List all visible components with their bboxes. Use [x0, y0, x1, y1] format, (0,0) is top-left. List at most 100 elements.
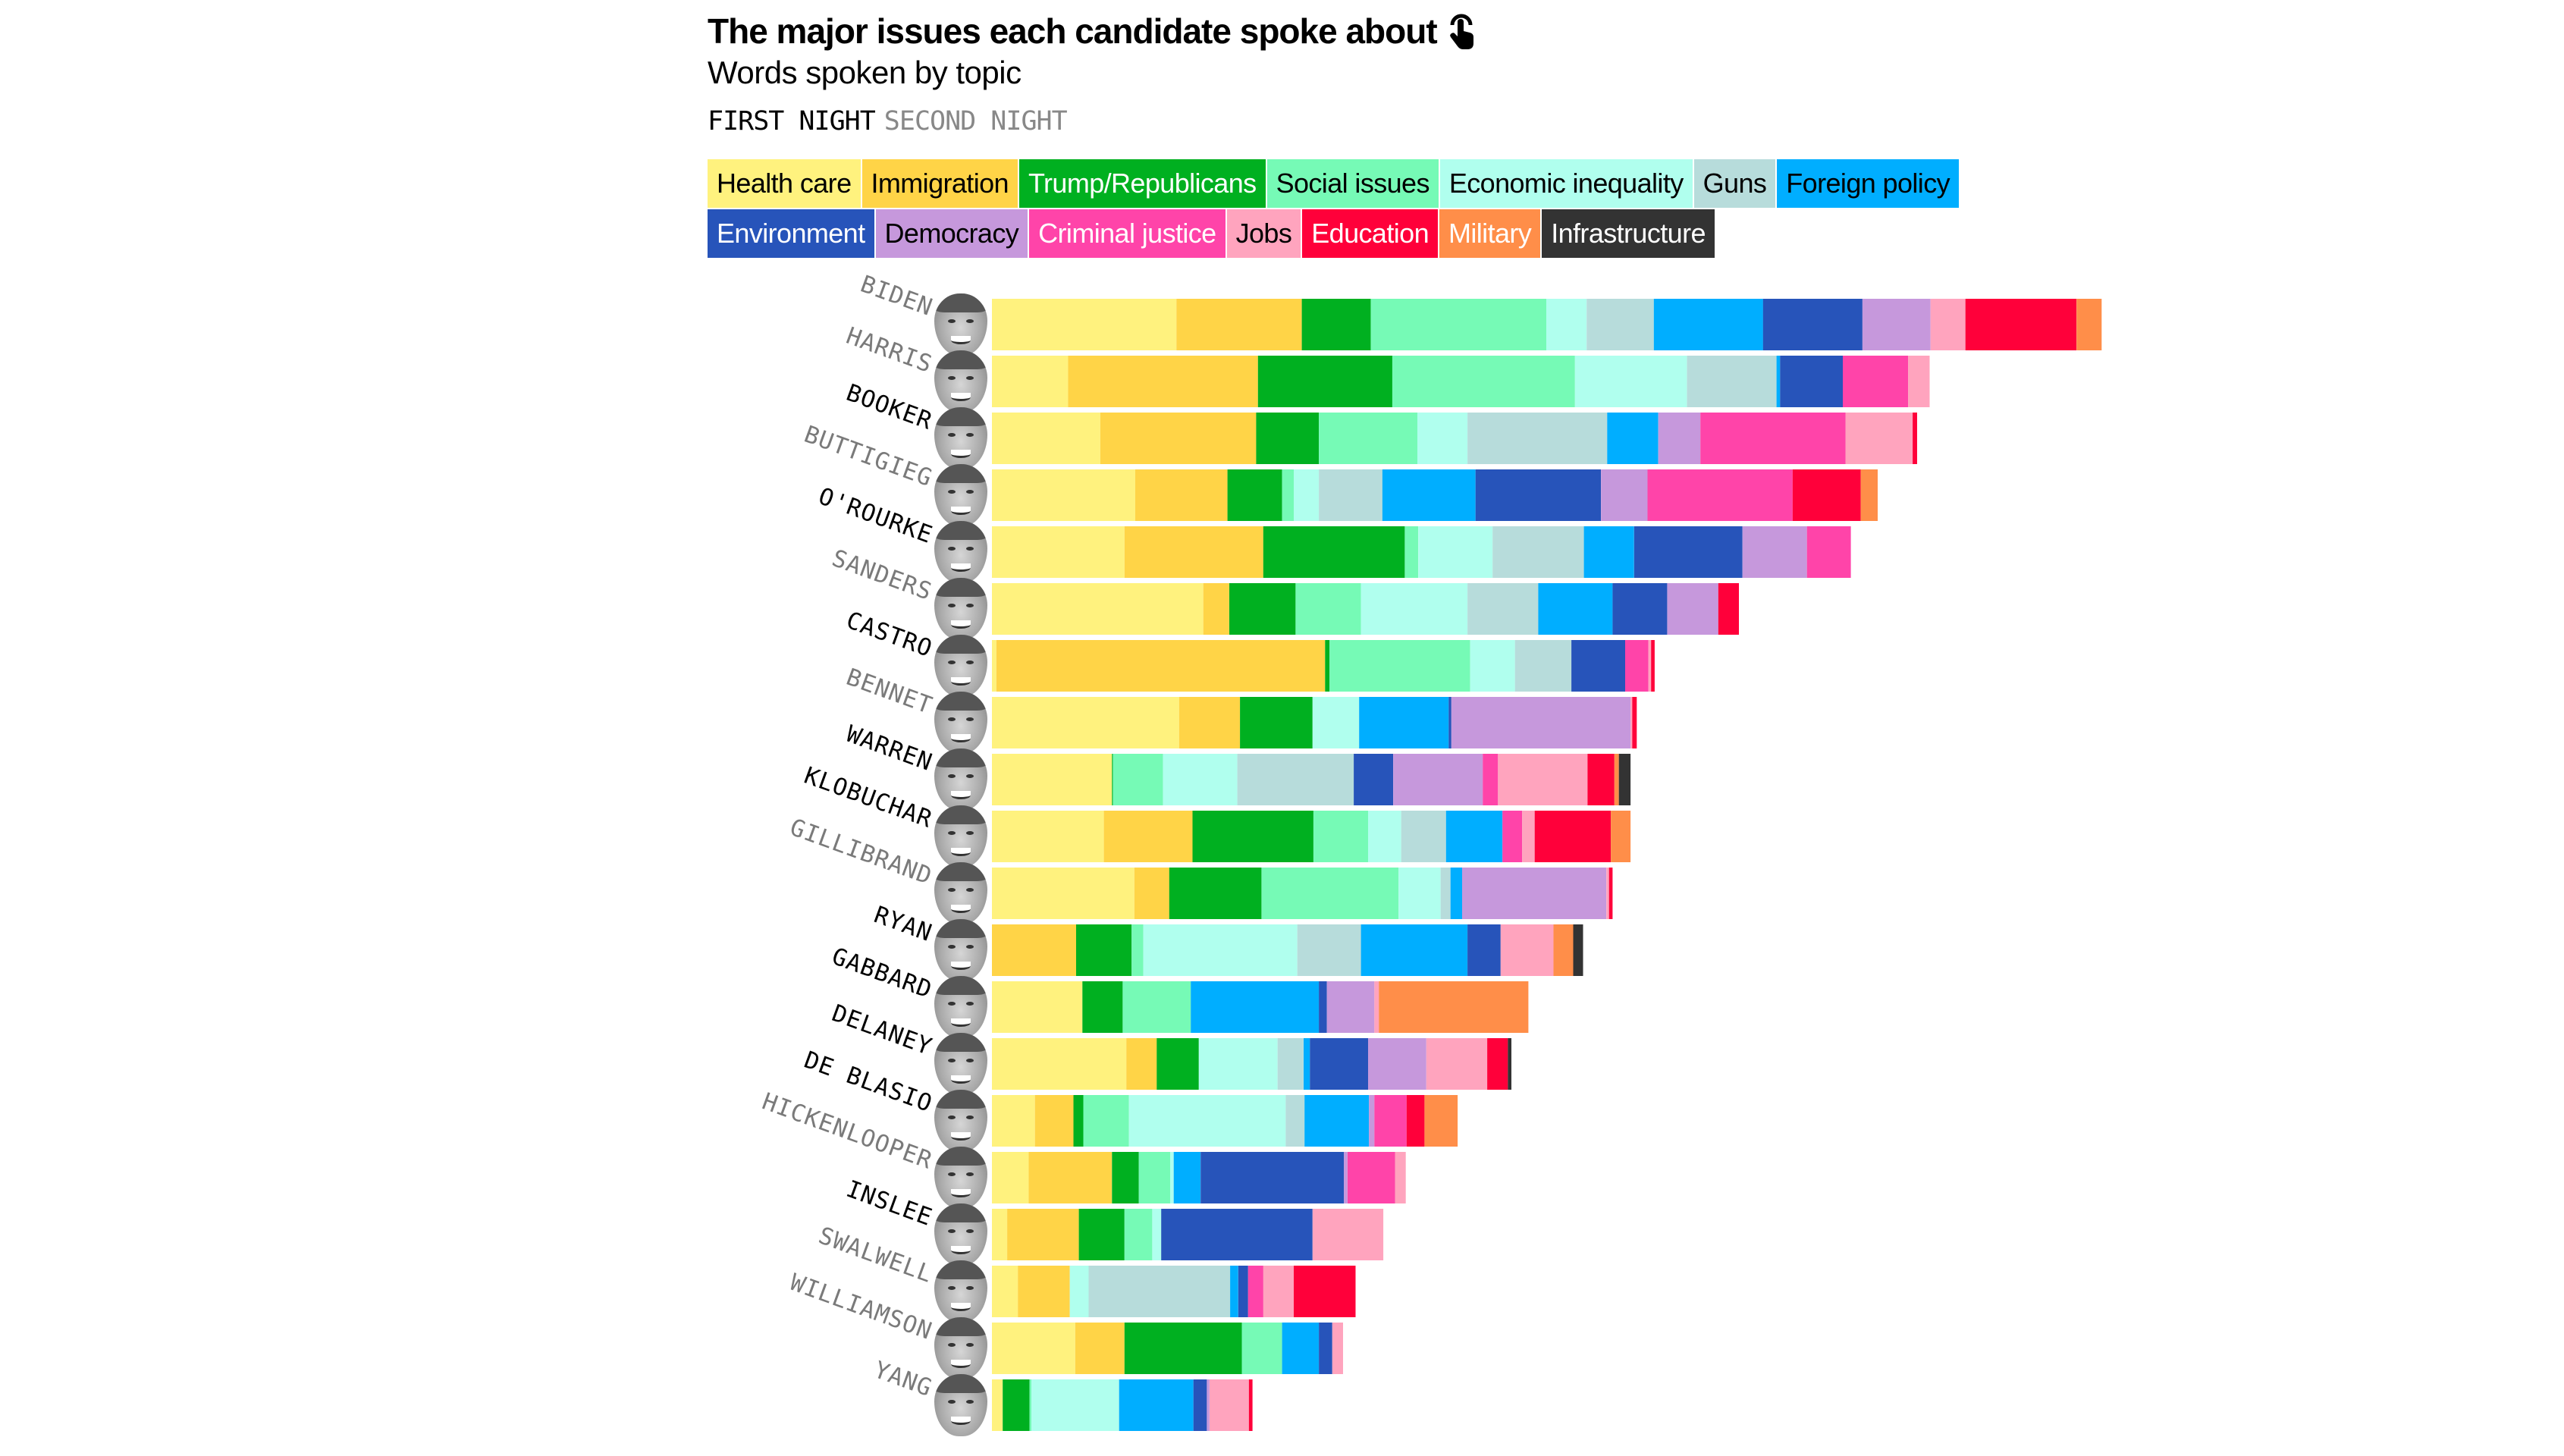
bar-segment-immigration[interactable]: INSLEE — Immigration: 80 [1007, 1209, 1079, 1260]
bar-segment-foreign-policy[interactable]: DELANEY — Foreign policy: 7 [1304, 1038, 1310, 1090]
bar-segment-guns[interactable]: DELANEY — Guns: 29 [1277, 1038, 1304, 1090]
bar-segment-foreign-policy[interactable]: HICKENLOOPER — Foreign policy: 30 [1173, 1152, 1201, 1203]
bar-segment-economic-inequality[interactable]: O'ROURKE — Economic inequality: 83 [1418, 526, 1493, 578]
bar-segment-guns[interactable]: GILLIBRAND — Guns: 11 [1440, 868, 1451, 919]
bar-segment-jobs[interactable]: WILLIAMSON — Jobs: 12 [1332, 1323, 1343, 1374]
bar-segment-trump-republicans[interactable]: BENNET — Trump/Republicans: 81 [1240, 697, 1313, 748]
bar-segment-military[interactable]: KLOBUCHAR — Military: 22 [1611, 811, 1631, 862]
bar-segment-economic-inequality[interactable]: HARRIS — Economic inequality: 125 [1574, 356, 1687, 407]
bar-segment-trump-republicans[interactable]: KLOBUCHAR — Trump/Republicans: 135 [1192, 811, 1313, 862]
legend-chip-health-care[interactable]: Health care [708, 159, 861, 208]
bar-segment-jobs[interactable]: BIDEN — Jobs: 39 [1930, 299, 1966, 350]
bar-segment-trump-republicans[interactable]: HARRIS — Trump/Republicans: 150 [1257, 356, 1392, 407]
bar-segment-criminal-justice[interactable]: HARRIS — Criminal justice: 73 [1843, 356, 1909, 407]
legend-chip-democracy[interactable]: Democracy [875, 209, 1028, 258]
bar-sanders[interactable]: SANDERS — Health care: 236SANDERS — Immi… [992, 583, 1739, 635]
bar-segment-guns[interactable]: SWALWELL — Guns: 158 [1088, 1266, 1231, 1317]
bar-segment-infrastructure[interactable]: WARREN — Infrastructure: 13 [1618, 754, 1631, 805]
bar-segment-democracy[interactable]: GILLIBRAND — Democracy: 161 [1462, 868, 1607, 919]
bar-segment-immigration[interactable]: BOOKER — Immigration: 174 [1100, 413, 1257, 464]
bar-segment-military[interactable]: BIDEN — Military: 28 [2076, 299, 2102, 350]
bar-segment-immigration[interactable]: HICKENLOOPER — Immigration: 93 [1028, 1152, 1113, 1203]
bar-segment-social-issues[interactable]: BUTTIGIEG — Social issues: 13 [1282, 469, 1294, 521]
bar-segment-social-issues[interactable]: DE BLASIO — Social issues: 51 [1083, 1095, 1129, 1147]
bar-bennet[interactable]: BENNET — Health care: 209BENNET — Immigr… [992, 697, 1637, 748]
bar-segment-economic-inequality[interactable]: WARREN — Economic inequality: 83 [1163, 754, 1238, 805]
bar-de-blasio[interactable]: DE BLASIO — Health care: 48DE BLASIO — I… [992, 1095, 1458, 1147]
bar-segment-immigration[interactable]: GILLIBRAND — Immigration: 39 [1134, 868, 1169, 919]
legend-chip-criminal-justice[interactable]: Criminal justice [1029, 209, 1226, 258]
bar-segment-health-care[interactable]: GABBARD — Health care: 101 [992, 981, 1083, 1033]
bar-segment-health-care[interactable]: WILLIAMSON — Health care: 93 [992, 1323, 1075, 1374]
bar-segment-social-issues[interactable]: HICKENLOOPER — Social issues: 35 [1138, 1152, 1170, 1203]
bar-segment-trump-republicans[interactable]: GILLIBRAND — Trump/Republicans: 103 [1169, 868, 1262, 919]
bar-segment-health-care[interactable]: BENNET — Health care: 209 [992, 697, 1179, 748]
bar-segment-trump-republicans[interactable]: WILLIAMSON — Trump/Republicans: 131 [1124, 1323, 1242, 1374]
bar-segment-military[interactable]: RYAN — Military: 22 [1553, 924, 1574, 976]
bar-segment-criminal-justice[interactable]: SWALWELL — Criminal justice: 17 [1247, 1266, 1263, 1317]
bar-segment-infrastructure[interactable]: RYAN — Infrastructure: 11 [1573, 924, 1583, 976]
bar-segment-foreign-policy[interactable]: BENNET — Foreign policy: 100 [1359, 697, 1449, 748]
bar-segment-economic-inequality[interactable]: DELANEY — Economic inequality: 88 [1198, 1038, 1278, 1090]
bar-segment-democracy[interactable]: YANG — Democracy: 3 [1207, 1379, 1210, 1431]
legend-chip-foreign-policy[interactable]: Foreign policy [1777, 159, 1960, 208]
bar-segment-foreign-policy[interactable]: BOOKER — Foreign policy: 57 [1607, 413, 1659, 464]
bar-segment-environment[interactable]: WARREN — Environment: 44 [1354, 754, 1394, 805]
bar-segment-health-care[interactable]: DE BLASIO — Health care: 48 [992, 1095, 1035, 1147]
bar-segment-immigration[interactable]: KLOBUCHAR — Immigration: 99 [1103, 811, 1193, 862]
bar-segment-immigration[interactable]: SWALWELL — Immigration: 58 [1018, 1266, 1070, 1317]
bar-segment-foreign-policy[interactable]: GILLIBRAND — Foreign policy: 13 [1450, 868, 1463, 919]
bar-segment-guns[interactable]: CASTRO — Guns: 63 [1514, 640, 1572, 692]
bar-segment-infrastructure[interactable]: DELANEY — Infrastructure: 4 [1508, 1038, 1511, 1090]
bar-segment-immigration[interactable]: SANDERS — Immigration: 29 [1203, 583, 1229, 635]
bar-segment-jobs[interactable]: KLOBUCHAR — Jobs: 14 [1522, 811, 1535, 862]
bar-segment-jobs[interactable]: WARREN — Jobs: 100 [1498, 754, 1588, 805]
bar-segment-social-issues[interactable]: HARRIS — Social issues: 204 [1392, 356, 1575, 407]
bar-segment-guns[interactable]: BUTTIGIEG — Guns: 71 [1319, 469, 1382, 521]
first-night-button[interactable]: FIRST NIGHT [708, 106, 876, 136]
bar-segment-trump-republicans[interactable]: O'ROURKE — Trump/Republicans: 158 [1263, 526, 1405, 578]
bar-segment-education[interactable]: BOOKER — Education: 5 [1913, 413, 1917, 464]
bar-segment-democracy[interactable]: O'ROURKE — Democracy: 72 [1742, 526, 1807, 578]
bar-segment-guns[interactable]: BOOKER — Guns: 156 [1467, 413, 1608, 464]
bar-segment-social-issues[interactable]: INSLEE — Social issues: 31 [1124, 1209, 1153, 1260]
bar-ryan[interactable]: RYAN — Immigration: 94RYAN — Trump/Repub… [992, 924, 1583, 976]
bar-segment-economic-inequality[interactable]: BIDEN — Economic inequality: 45 [1546, 299, 1587, 350]
bar-segment-trump-republicans[interactable]: GABBARD — Trump/Republicans: 45 [1082, 981, 1123, 1033]
bar-segment-immigration[interactable]: CASTRO — Immigration: 367 [996, 640, 1326, 692]
bar-segment-health-care[interactable]: BIDEN — Health care: 206 [992, 299, 1177, 350]
bar-segment-jobs[interactable]: GILLIBRAND — Jobs: 3 [1606, 868, 1609, 919]
bar-o-rourke[interactable]: O'ROURKE — Health care: 148O'ROURKE — Im… [992, 526, 1851, 578]
bar-segment-education[interactable]: KLOBUCHAR — Education: 85 [1534, 811, 1612, 862]
bar-segment-economic-inequality[interactable]: BENNET — Economic inequality: 52 [1312, 697, 1360, 748]
bar-segment-guns[interactable]: WARREN — Guns: 130 [1237, 754, 1354, 805]
bar-segment-immigration[interactable]: BIDEN — Immigration: 140 [1176, 299, 1302, 350]
bar-segment-environment[interactable]: SANDERS — Environment: 61 [1612, 583, 1668, 635]
bar-segment-education[interactable]: CASTRO — Education: 4 [1651, 640, 1655, 692]
bar-segment-trump-republicans[interactable]: DELANEY — Trump/Republicans: 47 [1156, 1038, 1199, 1090]
bar-segment-jobs[interactable]: HARRIS — Jobs: 24 [1908, 356, 1930, 407]
bar-segment-trump-republicans[interactable]: HICKENLOOPER — Trump/Republicans: 30 [1112, 1152, 1139, 1203]
bar-segment-economic-inequality[interactable]: KLOBUCHAR — Economic inequality: 37 [1368, 811, 1401, 862]
bar-segment-trump-republicans[interactable]: YANG — Trump/Republicans: 30 [1003, 1379, 1030, 1431]
bar-segment-criminal-justice[interactable]: HICKENLOOPER — Criminal justice: 53 [1347, 1152, 1395, 1203]
bar-segment-education[interactable]: BUTTIGIEG — Education: 76 [1792, 469, 1861, 521]
bar-segment-trump-republicans[interactable]: INSLEE — Trump/Republicans: 51 [1078, 1209, 1125, 1260]
bar-segment-trump-republicans[interactable]: DE BLASIO — Trump/Republicans: 11 [1073, 1095, 1084, 1147]
bar-segment-foreign-policy[interactable]: BIDEN — Foreign policy: 122 [1653, 299, 1763, 350]
bar-segment-foreign-policy[interactable]: KLOBUCHAR — Foreign policy: 63 [1445, 811, 1503, 862]
bar-segment-foreign-policy[interactable]: SWALWELL — Foreign policy: 9 [1230, 1266, 1238, 1317]
bar-segment-health-care[interactable]: O'ROURKE — Health care: 148 [992, 526, 1125, 578]
bar-segment-environment[interactable]: BUTTIGIEG — Environment: 140 [1475, 469, 1601, 521]
bar-segment-foreign-policy[interactable]: YANG — Foreign policy: 83 [1119, 1379, 1194, 1431]
bar-segment-democracy[interactable]: WARREN — Democracy: 100 [1393, 754, 1483, 805]
bar-segment-military[interactable]: DE BLASIO — Military: 37 [1424, 1095, 1458, 1147]
bar-segment-social-issues[interactable]: GILLIBRAND — Social issues: 153 [1261, 868, 1399, 919]
legend-chip-jobs[interactable]: Jobs [1226, 209, 1301, 258]
legend-chip-environment[interactable]: Environment [708, 209, 874, 258]
bar-segment-guns[interactable]: BIDEN — Guns: 75 [1586, 299, 1654, 350]
bar-swalwell[interactable]: SWALWELL — Health care: 29SWALWELL — Imm… [992, 1266, 1356, 1317]
bar-segment-education[interactable]: DELANEY — Education: 23 [1487, 1038, 1508, 1090]
bar-segment-education[interactable]: SANDERS — Education: 23 [1718, 583, 1739, 635]
bar-segment-criminal-justice[interactable]: KLOBUCHAR — Criminal justice: 22 [1502, 811, 1523, 862]
